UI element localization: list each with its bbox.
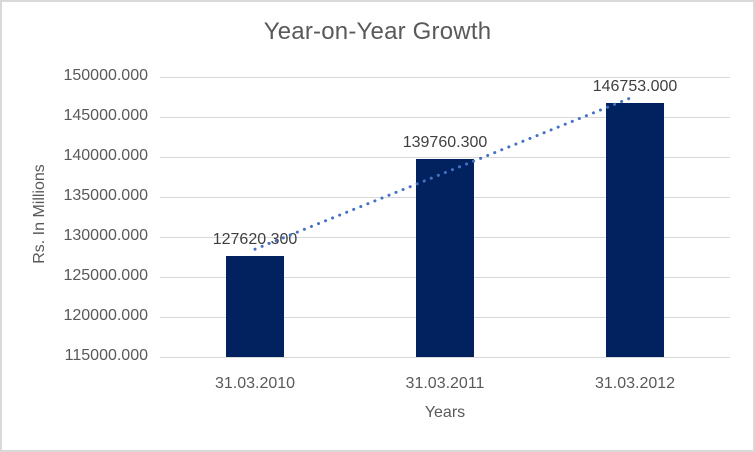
gridline: [160, 157, 730, 158]
plot-area: 127620.300 139760.300 146753.000: [160, 77, 730, 358]
y-axis-tick-label: 135000.000: [63, 187, 148, 204]
data-label: 146753.000: [592, 77, 678, 95]
x-axis-tick-label: 31.03.2012: [594, 375, 676, 392]
y-axis-tick-label: 125000.000: [63, 267, 148, 284]
chart-title: Year-on-Year Growth: [263, 18, 492, 45]
gridline: [160, 357, 730, 358]
y-axis-tick-labels: 150000.000 145000.000 140000.000 135000.000…: [2, 67, 148, 364]
x-axis-tick-label: 31.03.2010: [214, 375, 296, 392]
x-axis-tick-labels: 31.03.2010 31.03.2011 31.03.2012: [160, 375, 730, 397]
bar-31.03.2010: [226, 256, 284, 357]
data-label: 139760.300: [402, 133, 488, 151]
gridline: [160, 117, 730, 118]
gridline: [160, 77, 730, 78]
trendline: [253, 94, 637, 251]
trendline-line: [253, 94, 637, 251]
y-axis-tick-label: 145000.000: [63, 107, 148, 124]
bar-31.03.2011: [416, 158, 474, 357]
y-axis-tick-label: 130000.000: [63, 227, 148, 244]
bar-31.03.2012: [606, 102, 664, 357]
y-axis-tick-label: 150000.000: [63, 67, 148, 84]
y-axis-tick-label: 120000.000: [63, 307, 148, 324]
x-axis-title: Years: [424, 404, 466, 421]
y-axis-tick-label: 115000.000: [64, 347, 148, 364]
x-axis-tick-label: 31.03.2011: [405, 375, 485, 392]
y-axis-tick-label: 140000.000: [63, 147, 148, 164]
data-label: 127620.300: [212, 231, 298, 249]
